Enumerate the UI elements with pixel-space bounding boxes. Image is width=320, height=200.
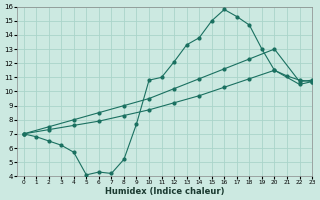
- X-axis label: Humidex (Indice chaleur): Humidex (Indice chaleur): [105, 187, 224, 196]
